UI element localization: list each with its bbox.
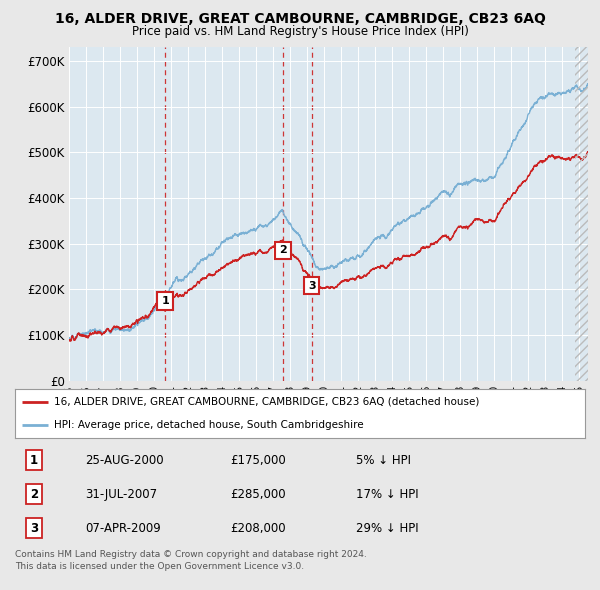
Text: 16, ALDER DRIVE, GREAT CAMBOURNE, CAMBRIDGE, CB23 6AQ: 16, ALDER DRIVE, GREAT CAMBOURNE, CAMBRI… (55, 12, 545, 26)
Text: £285,000: £285,000 (230, 487, 286, 501)
Text: 3: 3 (30, 522, 38, 535)
Text: 2: 2 (279, 245, 287, 255)
Text: Price paid vs. HM Land Registry's House Price Index (HPI): Price paid vs. HM Land Registry's House … (131, 25, 469, 38)
Text: 29% ↓ HPI: 29% ↓ HPI (356, 522, 418, 535)
Text: 25-AUG-2000: 25-AUG-2000 (85, 454, 164, 467)
Text: 2: 2 (30, 487, 38, 501)
Text: 1: 1 (161, 296, 169, 306)
Text: 1: 1 (30, 454, 38, 467)
Text: 5% ↓ HPI: 5% ↓ HPI (356, 454, 411, 467)
Text: 07-APR-2009: 07-APR-2009 (85, 522, 161, 535)
Bar (575, 47, 588, 381)
Text: £175,000: £175,000 (230, 454, 286, 467)
Text: Contains HM Land Registry data © Crown copyright and database right 2024.
This d: Contains HM Land Registry data © Crown c… (15, 550, 367, 571)
Text: HPI: Average price, detached house, South Cambridgeshire: HPI: Average price, detached house, Sout… (54, 420, 364, 430)
Text: 17% ↓ HPI: 17% ↓ HPI (356, 487, 418, 501)
Text: 3: 3 (308, 281, 316, 290)
Text: 31-JUL-2007: 31-JUL-2007 (85, 487, 157, 501)
Bar (575, 47, 588, 381)
Text: 16, ALDER DRIVE, GREAT CAMBOURNE, CAMBRIDGE, CB23 6AQ (detached house): 16, ALDER DRIVE, GREAT CAMBOURNE, CAMBRI… (54, 397, 479, 407)
Text: £208,000: £208,000 (230, 522, 286, 535)
